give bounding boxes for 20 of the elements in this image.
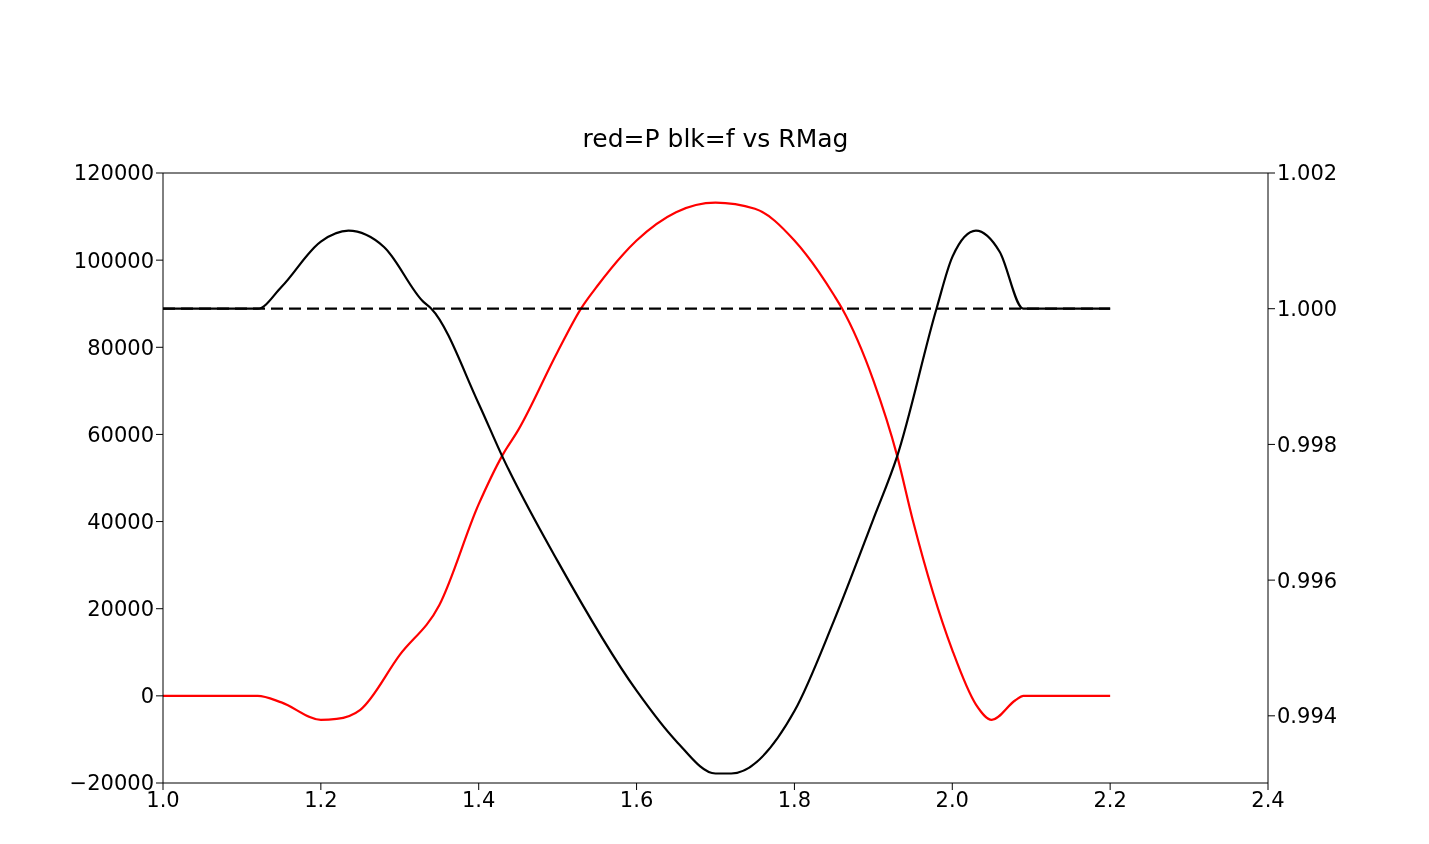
y2-tick-label: 1.000 [1277,297,1338,322]
y-tick-label: 120000 [73,161,154,186]
x-tick-label: 2.2 [1093,787,1127,812]
y2-tick-label: 1.002 [1277,161,1338,186]
y-tick-label: 100000 [73,248,154,273]
y-tick-label: 80000 [87,335,154,360]
y-tick-label: 0 [140,684,154,709]
x-tick-label: 2.0 [935,787,969,812]
x-tick-label: 1.8 [777,787,812,812]
y-tick-label: 60000 [87,422,154,447]
x-tick-label: 1.2 [304,787,338,812]
y-tick-label: 20000 [87,597,154,622]
y2-tick-label: 0.996 [1277,568,1338,593]
x-tick-label: 2.4 [1251,787,1285,812]
y2-tick-label: 0.998 [1277,432,1338,457]
y2-tick-label: 0.994 [1277,704,1338,729]
y-tick-label: 40000 [87,510,154,535]
x-tick-label: 1.4 [462,787,496,812]
x-tick-label: 1.6 [619,787,654,812]
chart-title: red=P blk=f vs RMag [581,124,850,153]
